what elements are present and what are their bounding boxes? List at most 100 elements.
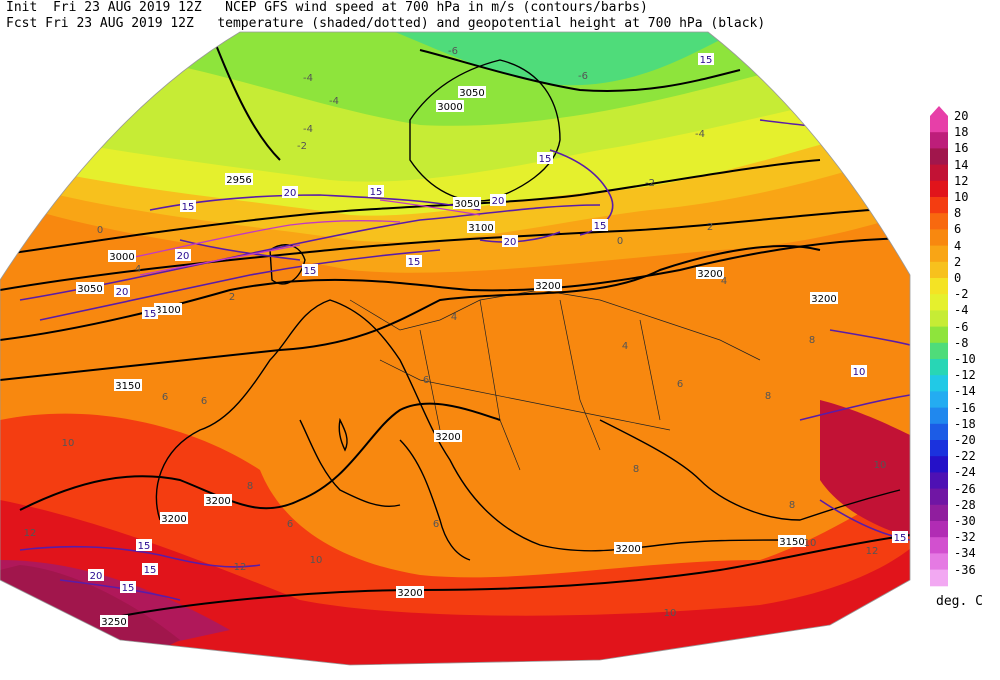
temp-label: 6 bbox=[433, 519, 439, 530]
temp-label: 10 bbox=[310, 555, 323, 566]
svg-text:3100: 3100 bbox=[468, 223, 493, 234]
temp-label: -6 bbox=[578, 71, 588, 82]
wind-label: 15 bbox=[142, 307, 158, 320]
wind-label: 20 bbox=[490, 194, 506, 207]
colorbar-swatch bbox=[930, 197, 948, 214]
map-header-forecast-line: Fcst Fri 23 AUG 2019 12Z temperature (sh… bbox=[6, 16, 766, 31]
wind-label: 15 bbox=[142, 563, 158, 576]
svg-text:2956: 2956 bbox=[226, 175, 251, 186]
height-label: 2956 bbox=[225, 173, 253, 186]
colorbar-level-label: 6 bbox=[954, 222, 962, 237]
wind-label: 15 bbox=[302, 264, 318, 277]
colorbar-level-label: 14 bbox=[954, 157, 969, 172]
height-label: 3000 bbox=[108, 250, 136, 263]
temperature-band-minus-6 bbox=[390, 32, 720, 86]
svg-text:15: 15 bbox=[539, 154, 552, 165]
wind-speed-contours bbox=[19, 119, 910, 601]
colorbar-level-label: 16 bbox=[954, 141, 969, 156]
colorbar-swatch bbox=[930, 488, 948, 506]
temp-label: 0 bbox=[617, 236, 623, 247]
colorbar-level-label: -26 bbox=[954, 481, 976, 496]
colorbar-arrow bbox=[930, 106, 948, 116]
temp-label: 4 bbox=[721, 276, 727, 287]
wind-label: 15 bbox=[136, 539, 152, 552]
colorbar-swatch bbox=[930, 278, 948, 295]
wind-label: 20 bbox=[88, 569, 104, 582]
height-label: 3100 bbox=[467, 221, 495, 234]
colorbar-level-label: 8 bbox=[954, 206, 962, 221]
temp-label: 8 bbox=[633, 464, 639, 475]
svg-text:3050: 3050 bbox=[454, 199, 479, 210]
svg-text:20: 20 bbox=[492, 196, 505, 207]
colorbar-level-label: -18 bbox=[954, 416, 976, 431]
colorbar-level-label: 12 bbox=[954, 173, 969, 188]
wind-label: 20 bbox=[175, 249, 191, 262]
wind-label: 20 bbox=[502, 235, 518, 248]
colorbar-level-label: -22 bbox=[954, 449, 976, 464]
height-label: 3200 bbox=[396, 586, 424, 599]
svg-text:3050: 3050 bbox=[77, 284, 102, 295]
svg-text:3250: 3250 bbox=[101, 617, 126, 628]
height-label: 3150 bbox=[778, 535, 806, 548]
temp-label: 12 bbox=[866, 546, 879, 557]
colorbar-level-label: -6 bbox=[954, 319, 969, 334]
colorbar-swatch bbox=[930, 132, 948, 149]
svg-text:3200: 3200 bbox=[435, 432, 460, 443]
wind-label: 20 bbox=[282, 186, 298, 199]
colorbar-level-label: -32 bbox=[954, 530, 976, 545]
temp-label: 10 bbox=[874, 460, 887, 471]
temp-label: 6 bbox=[423, 375, 429, 386]
wind-label: 15 bbox=[698, 53, 714, 66]
colorbar-swatch bbox=[930, 116, 948, 133]
temp-label: -4 bbox=[329, 96, 339, 107]
svg-text:15: 15 bbox=[122, 583, 135, 594]
temp-label: -4 bbox=[303, 73, 313, 84]
svg-text:15: 15 bbox=[370, 187, 383, 198]
wind-label: 15 bbox=[892, 531, 908, 544]
height-label: 3200 bbox=[204, 494, 232, 507]
temp-label: 4 bbox=[135, 264, 141, 275]
height-label: 3200 bbox=[614, 542, 642, 555]
colorbar-swatch bbox=[930, 310, 948, 328]
temp-label: 4 bbox=[451, 312, 457, 323]
map-header-init-line: Init Fri 23 AUG 2019 12Z NCEP GFS wind s… bbox=[6, 0, 648, 15]
svg-text:15: 15 bbox=[144, 565, 157, 576]
colorbar-level-label: -24 bbox=[954, 465, 976, 480]
colorbar-level-label: 2 bbox=[954, 254, 962, 269]
svg-text:15: 15 bbox=[700, 55, 713, 66]
temp-label: -6 bbox=[448, 46, 458, 57]
colorbar-level-label: -4 bbox=[954, 303, 969, 318]
colorbar-swatch bbox=[930, 456, 948, 473]
temp-label: -4 bbox=[303, 124, 313, 135]
map-domain bbox=[0, 32, 910, 665]
svg-text:10: 10 bbox=[853, 367, 866, 378]
colorbar-level-label: -34 bbox=[954, 546, 976, 561]
temp-label: 8 bbox=[765, 391, 771, 402]
svg-text:3200: 3200 bbox=[615, 544, 640, 555]
height-label: 3000 bbox=[436, 100, 464, 113]
svg-text:3200: 3200 bbox=[535, 281, 560, 292]
wind-label: 15 bbox=[180, 200, 196, 213]
colorbar-swatch bbox=[930, 537, 948, 554]
colorbar-level-label: -20 bbox=[954, 433, 976, 447]
temp-label: -2 bbox=[645, 178, 655, 189]
colorbar-level-label: 4 bbox=[954, 238, 962, 253]
map-domain-outline bbox=[0, 31, 911, 666]
colorbar-level-label: 18 bbox=[954, 125, 969, 140]
height-label: 3200 bbox=[434, 430, 462, 443]
svg-text:3200: 3200 bbox=[161, 514, 186, 525]
colorbar-swatch bbox=[930, 359, 948, 376]
units-label: deg. C bbox=[936, 594, 983, 609]
svg-text:20: 20 bbox=[177, 251, 190, 262]
height-label: 3050 bbox=[453, 197, 481, 210]
temp-label: 8 bbox=[247, 481, 253, 492]
wind-label: 15 bbox=[368, 185, 384, 198]
colorbar-level-label: 20 bbox=[954, 109, 969, 123]
colorbar-level-label: -30 bbox=[954, 514, 976, 528]
wind-label: 15 bbox=[592, 219, 608, 232]
svg-text:3200: 3200 bbox=[397, 588, 422, 599]
temp-label: 6 bbox=[201, 396, 207, 407]
svg-text:20: 20 bbox=[116, 287, 129, 298]
colorbar-swatch bbox=[930, 391, 948, 409]
